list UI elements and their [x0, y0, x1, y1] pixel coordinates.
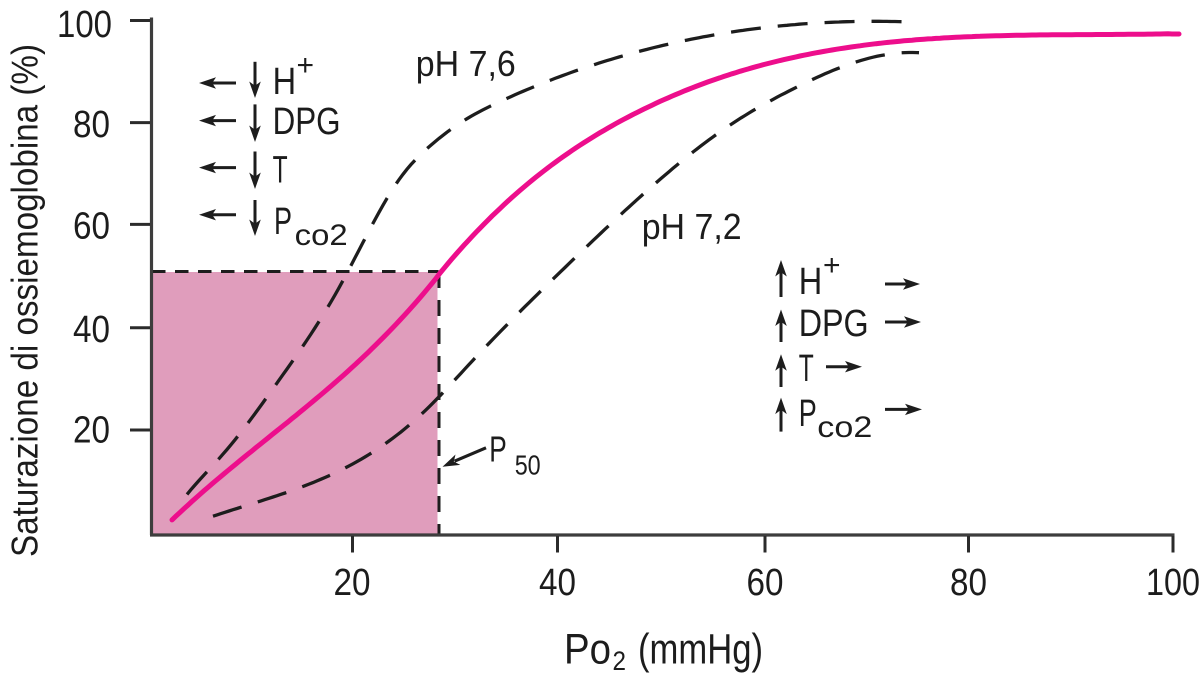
svg-text:50: 50 [515, 450, 541, 481]
svg-text:P: P [274, 201, 292, 243]
svg-text:40: 40 [539, 562, 576, 604]
svg-text:40: 40 [73, 309, 110, 351]
svg-text:80: 80 [73, 104, 110, 146]
svg-text:pH 7,2: pH 7,2 [642, 206, 742, 247]
svg-text:pH 7,6: pH 7,6 [416, 43, 516, 84]
svg-text:H: H [273, 61, 297, 103]
svg-text:DPG: DPG [273, 101, 341, 143]
svg-text:H: H [799, 261, 823, 303]
svg-text:20: 20 [334, 562, 371, 604]
svg-text:P: P [489, 428, 507, 469]
svg-text:T: T [799, 348, 814, 390]
svg-text:co2: co2 [295, 219, 348, 252]
svg-text:80: 80 [950, 562, 987, 604]
svg-text:Saturazione di ossiemoglobina: Saturazione di ossiemoglobina (%) [5, 44, 46, 557]
svg-text:co2: co2 [817, 411, 872, 444]
svg-text:60: 60 [747, 562, 784, 604]
svg-text:P: P [799, 393, 817, 435]
svg-text:20: 20 [73, 410, 110, 452]
svg-text:60: 60 [73, 205, 110, 247]
svg-text:+: + [823, 249, 841, 282]
svg-text:(mmHg): (mmHg) [638, 626, 763, 674]
svg-text:100: 100 [1146, 562, 1200, 604]
svg-text:+: + [297, 49, 315, 82]
svg-text:2: 2 [613, 646, 627, 676]
svg-text:Po: Po [564, 626, 611, 674]
svg-text:100: 100 [57, 4, 112, 46]
svg-text:T: T [273, 149, 288, 191]
svg-text:DPG: DPG [799, 303, 869, 345]
